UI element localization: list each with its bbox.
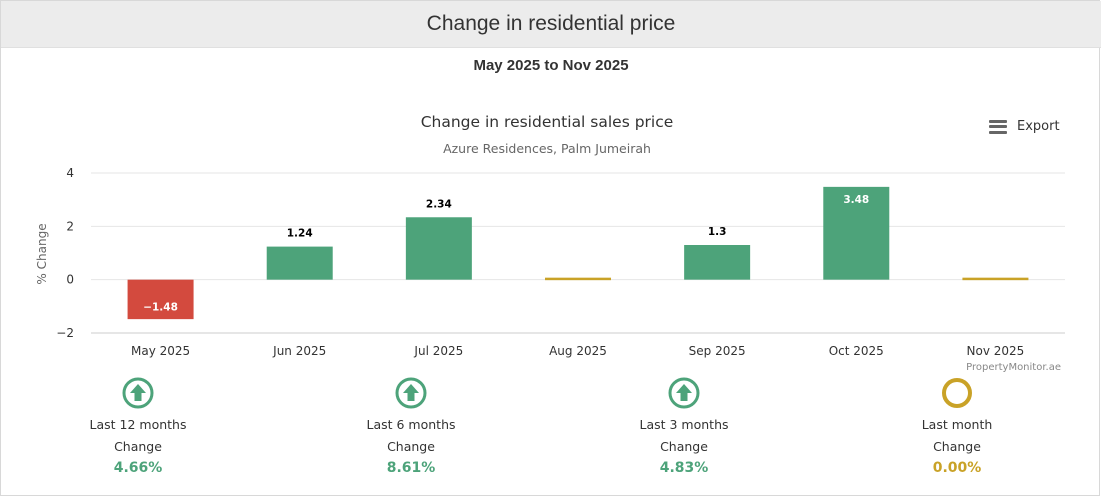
panel-title: Change in residential price [426, 12, 676, 35]
y-tick-label: 4 [66, 166, 74, 180]
bar [684, 245, 751, 280]
stat-period: Last 3 months [639, 417, 729, 432]
stat-value: 4.66% [113, 460, 163, 476]
stat-period: Last month [921, 417, 993, 432]
bar-chart: −2 0 2 4 % Change −1.48 May 2025 1.24 Jun 2025 2.… [35, 166, 1065, 358]
y-tick-label: −2 [56, 326, 74, 340]
bar [545, 277, 611, 281]
stat-change-label: Change [114, 439, 162, 454]
stat-change-label: Change [933, 439, 981, 454]
menu-icon [989, 119, 1007, 134]
arrow-up-circle-icon [395, 377, 427, 409]
stat-change-label: Change [660, 439, 708, 454]
x-tick-label: Nov 2025 [967, 344, 1025, 358]
x-tick-label: Aug 2025 [549, 344, 607, 358]
stat-last-month: Last month Change 0.00% [867, 377, 1047, 476]
bar [962, 277, 1029, 281]
export-button[interactable]: Export [989, 119, 1060, 134]
x-tick-label: Sep 2025 [689, 344, 746, 358]
stat-period: Last 6 months [366, 417, 456, 432]
stat-period: Last 12 months [89, 417, 187, 432]
data-label: 1.24 [287, 228, 313, 240]
y-tick-label: 2 [66, 219, 74, 233]
neutral-circle-icon [941, 377, 973, 409]
data-label: −1.48 [143, 302, 178, 314]
panel-header: Change in residential price [1, 1, 1101, 48]
data-label: 1.3 [708, 226, 727, 238]
data-label: 2.34 [426, 198, 452, 210]
stat-last-3-months: Last 3 months Change 4.83% [594, 377, 774, 476]
export-label: Export [1017, 119, 1060, 134]
bar [405, 217, 472, 280]
stat-value: 8.61% [386, 460, 436, 476]
arrow-up-circle-icon [668, 377, 700, 409]
y-axis-title: % Change [35, 223, 49, 284]
bar [823, 186, 890, 280]
stat-value: 0.00% [932, 460, 982, 476]
date-range: May 2025 to Nov 2025 [473, 57, 629, 74]
stat-last-12-months: Last 12 months Change 4.66% [48, 377, 228, 476]
x-tick-label: Jun 2025 [272, 344, 326, 358]
x-tick-label: Jul 2025 [413, 344, 463, 358]
chart-title: Change in residential sales price [420, 113, 674, 131]
bar [127, 279, 194, 320]
stat-value: 4.83% [659, 460, 709, 476]
data-label: 3.48 [843, 194, 869, 206]
x-tick-label: May 2025 [131, 344, 190, 358]
arrow-up-circle-icon [122, 377, 154, 409]
bar [266, 246, 333, 280]
chart-subtitle: Azure Residences, Palm Jumeirah [443, 141, 651, 156]
stat-last-6-months: Last 6 months Change 8.61% [321, 377, 501, 476]
x-tick-label: Oct 2025 [829, 344, 884, 358]
credit-link[interactable]: PropertyMonitor.ae [966, 362, 1061, 373]
stat-change-label: Change [387, 439, 435, 454]
y-tick-label: 0 [66, 273, 74, 287]
